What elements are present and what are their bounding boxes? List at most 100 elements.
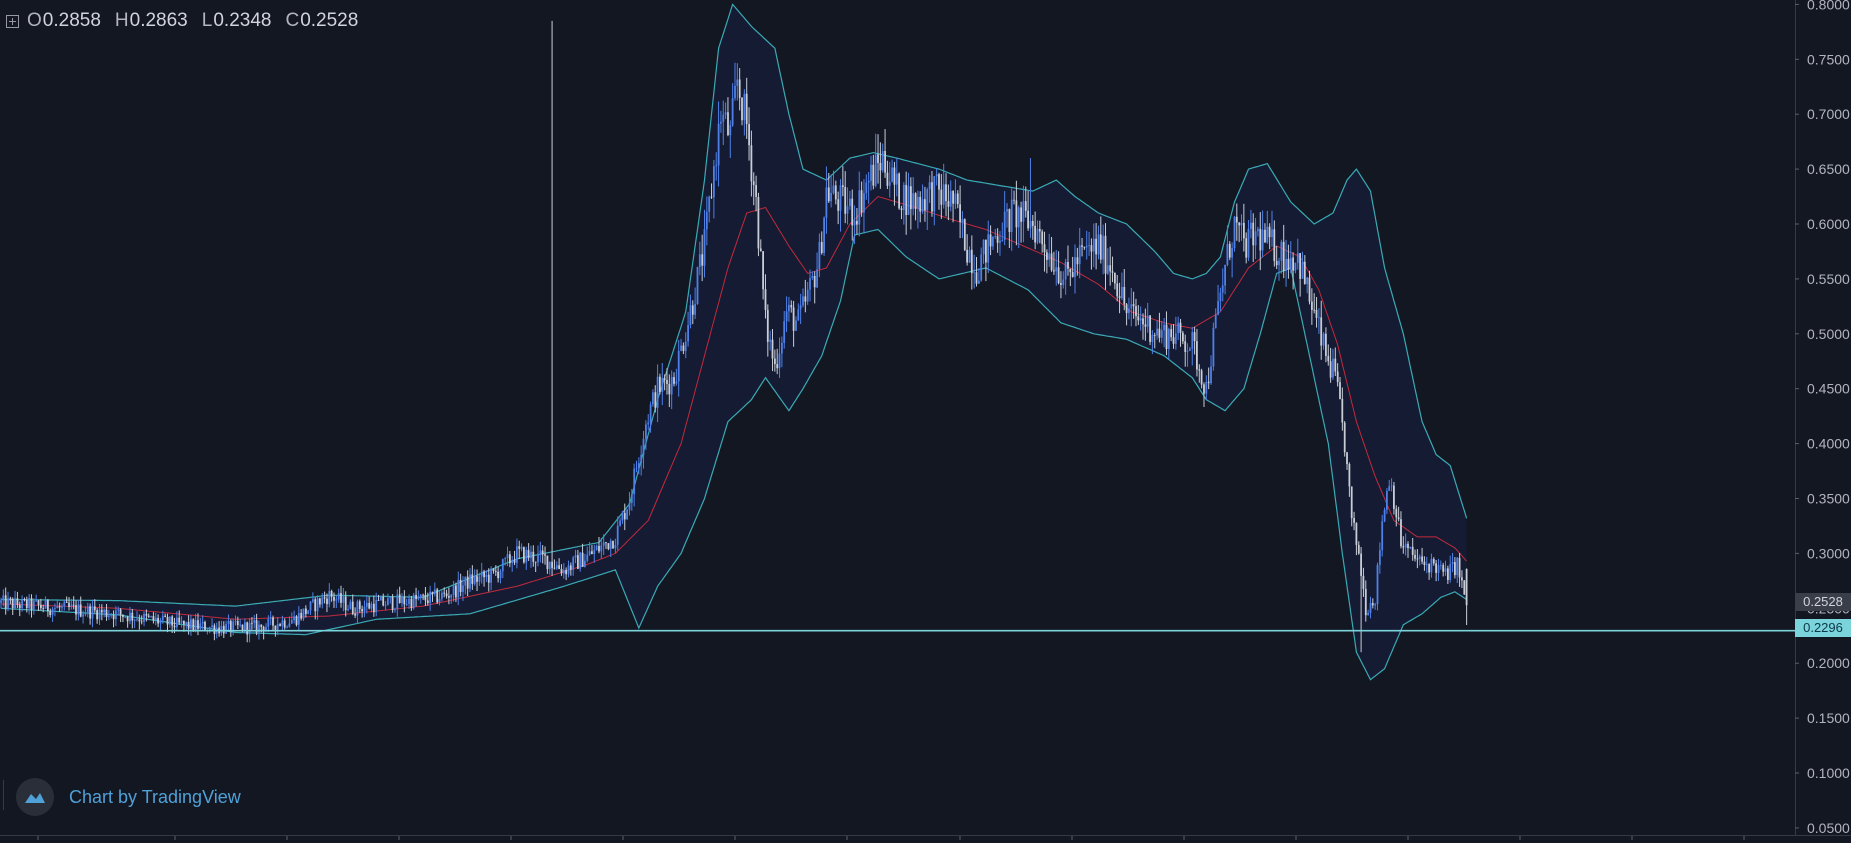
candle <box>1303 255 1306 285</box>
candle <box>1057 251 1060 285</box>
candle <box>253 615 256 629</box>
candle <box>389 597 392 604</box>
candle <box>752 172 755 206</box>
candle <box>363 600 366 618</box>
candle <box>705 196 708 246</box>
candle <box>201 615 204 630</box>
candle <box>945 173 947 217</box>
legend-close: C0.2528 <box>285 10 359 31</box>
candle <box>778 337 781 378</box>
candle <box>771 329 774 372</box>
candle <box>356 599 359 624</box>
candle <box>853 205 856 244</box>
candle <box>1193 326 1196 355</box>
candle <box>1233 215 1236 252</box>
candle <box>246 621 249 643</box>
candle <box>1315 297 1318 328</box>
candle <box>1254 217 1257 259</box>
candle <box>1003 191 1006 246</box>
candle <box>619 517 621 527</box>
candle <box>532 545 535 567</box>
candle <box>1078 227 1081 279</box>
candle <box>1360 547 1362 653</box>
candle <box>161 610 164 624</box>
candle <box>1121 272 1123 300</box>
candle <box>42 604 45 613</box>
candle <box>1421 547 1423 565</box>
candle <box>305 605 307 618</box>
candle <box>1397 506 1400 522</box>
candle <box>809 269 811 302</box>
candle <box>764 274 767 319</box>
candle <box>743 89 746 136</box>
candle <box>1407 541 1409 558</box>
tradingview-watermark[interactable]: Chart by TradingView <box>16 778 241 816</box>
candle <box>464 576 467 595</box>
candle <box>1402 536 1405 554</box>
candle <box>523 546 525 564</box>
candle <box>204 620 206 632</box>
candle <box>501 558 504 579</box>
candle <box>401 593 403 607</box>
candle <box>1109 246 1112 286</box>
candle <box>2 589 5 607</box>
candle <box>25 596 28 613</box>
candle <box>1357 541 1360 555</box>
candle <box>914 192 917 221</box>
candle <box>581 543 584 567</box>
candle <box>131 608 134 629</box>
candle <box>1435 560 1437 582</box>
candle <box>262 625 265 640</box>
candle <box>1226 225 1229 267</box>
y-tick-label: 0.8000 <box>1807 0 1850 12</box>
candle <box>970 235 973 290</box>
left-panel-tab[interactable] <box>0 780 4 810</box>
candle <box>1156 320 1158 340</box>
candle <box>4 587 7 615</box>
candle <box>269 611 272 626</box>
candle <box>846 187 849 225</box>
candle <box>295 615 298 627</box>
candle <box>1050 237 1053 272</box>
candle <box>940 174 943 219</box>
candle <box>354 607 356 619</box>
candle <box>1266 210 1269 244</box>
candle <box>696 266 699 305</box>
candle <box>124 615 127 619</box>
candle <box>455 582 457 603</box>
candle <box>1425 556 1428 574</box>
candle <box>1264 223 1266 243</box>
candle <box>1327 344 1330 366</box>
candle <box>1428 563 1430 580</box>
candle <box>469 568 471 592</box>
candle <box>1235 203 1238 241</box>
candle <box>1017 205 1020 248</box>
level-price-label: 0.2296 <box>1795 619 1851 637</box>
candle <box>891 159 893 183</box>
candle <box>849 191 851 210</box>
candle <box>133 618 136 628</box>
candle <box>380 595 382 601</box>
candle <box>703 209 706 278</box>
candle <box>410 595 413 611</box>
candle <box>1444 560 1447 576</box>
legend-toggle-icon[interactable] <box>6 14 19 28</box>
y-tick-label: 0.5000 <box>1807 326 1850 342</box>
candle <box>902 182 905 225</box>
candle <box>577 549 579 570</box>
candle <box>830 174 832 208</box>
candle <box>415 587 417 607</box>
candle <box>544 546 546 565</box>
candle <box>924 186 926 222</box>
candle <box>1240 214 1243 241</box>
candle <box>1099 216 1102 264</box>
candle <box>1069 268 1072 287</box>
candle <box>612 540 614 549</box>
candle <box>586 546 589 563</box>
candle <box>806 282 809 305</box>
candle <box>185 621 188 630</box>
candle <box>776 348 779 375</box>
candle <box>89 603 91 625</box>
